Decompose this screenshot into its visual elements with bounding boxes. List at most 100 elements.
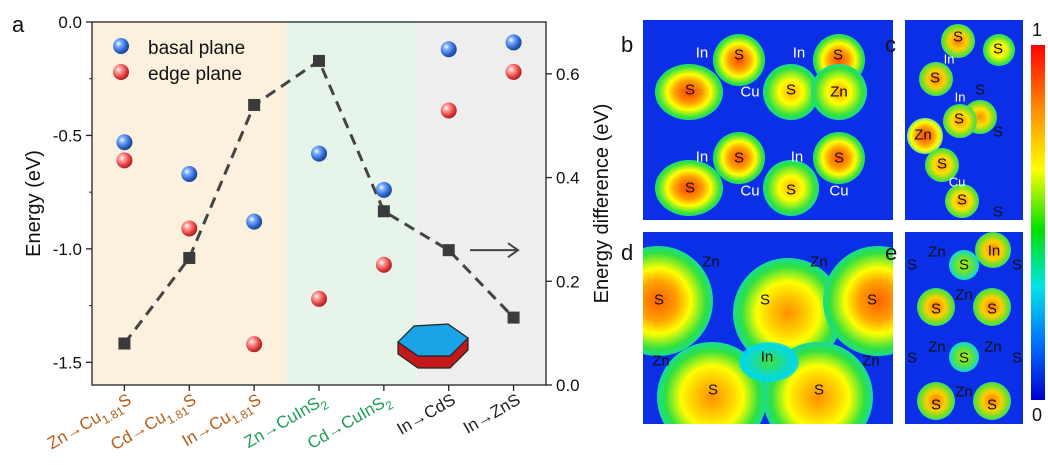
y-right-tick-label: 0.0 (556, 376, 580, 395)
y-right-tick-label: 0.6 (556, 65, 580, 84)
x-tick-label: Cd→CuInS2 (304, 390, 396, 456)
site-label: Zn (984, 338, 1002, 356)
y-left-tick-label: -1.0 (53, 240, 82, 259)
energy-difference-point (507, 311, 520, 324)
legend-marker (113, 38, 129, 54)
site-label: S (653, 291, 665, 309)
y-left-tick-label: 0.0 (58, 13, 82, 32)
orbital (713, 34, 765, 86)
site-label: S (952, 28, 964, 46)
y-left-tick-label: -0.5 (53, 126, 82, 145)
orbital (949, 342, 979, 372)
site-label: S (930, 300, 942, 318)
site-label: Zn (928, 243, 946, 261)
basal-plane-point (116, 134, 133, 151)
x-tick-label: In→CdS (394, 390, 459, 439)
panel-letter: c (885, 32, 896, 57)
site-label: S (707, 381, 719, 399)
right-axis-arrow-head (507, 242, 520, 258)
site-label: S (953, 110, 965, 128)
site-label: S (1011, 256, 1023, 274)
y-left-axis-title: Energy (eV) (23, 150, 45, 257)
orbital (945, 184, 979, 218)
site-label: S (759, 291, 771, 309)
site-label: Zn (830, 83, 848, 101)
legend-label: basal plane (148, 38, 245, 59)
site-label: Cu (829, 182, 849, 200)
site-label: S (986, 396, 998, 414)
orbital (739, 342, 799, 382)
site-label: S (986, 300, 998, 318)
orbital (973, 288, 1011, 326)
site-label: In (987, 242, 1001, 260)
x-tick-label-text: In→CdS (394, 390, 459, 439)
hexagon-plate-top (397, 323, 469, 357)
legend-label: edge plane (148, 64, 242, 85)
basal-plane-point (311, 145, 327, 162)
colorbar-min-label: 0 (1032, 405, 1043, 425)
energy-difference-point (442, 244, 455, 257)
x-tick-label-text: In→ZnS (460, 390, 524, 438)
site-label: In (954, 89, 966, 105)
orbital (713, 132, 765, 184)
legend-marker (113, 64, 129, 80)
site-label: Zn (862, 352, 880, 370)
panel-b: In S In S S Cu S Zn In S In S S Cu S Cu (643, 20, 893, 220)
site-label: S (733, 46, 745, 64)
panel-letter: b (621, 32, 634, 57)
orbital (655, 64, 723, 120)
site-label: S (813, 381, 825, 399)
edge-plane-point (311, 290, 327, 307)
site-label: S (906, 349, 918, 367)
orbital (943, 104, 977, 138)
orbital (763, 160, 819, 216)
edge-plane-point (246, 336, 263, 353)
site-label: S (906, 256, 918, 274)
site-label: S (992, 203, 1004, 221)
energy-difference-point (248, 98, 261, 111)
orbital (949, 250, 979, 280)
site-label: Zn (955, 286, 973, 304)
site-label: S (992, 123, 1004, 141)
orbital (811, 64, 867, 120)
site-label: S (930, 396, 942, 414)
energy-difference-point (313, 54, 325, 67)
site-label: Cu (948, 174, 966, 190)
orbital (813, 132, 865, 184)
y-right-tick-label: 0.4 (556, 169, 580, 188)
site-label: S (833, 149, 845, 167)
energy-difference-point (377, 205, 390, 218)
orbital (975, 232, 1011, 268)
orbital (973, 382, 1011, 420)
site-label: S (958, 256, 970, 274)
panel-d: Zn Zn S S S Zn In Zn S S (643, 232, 893, 424)
edge-plane-point (505, 63, 522, 80)
site-label: S (785, 81, 797, 99)
site-label: In (695, 44, 709, 62)
site-label: In (790, 148, 804, 166)
site-label: S (956, 191, 968, 209)
site-label: S (866, 291, 878, 309)
site-label: S (684, 81, 696, 99)
edge-plane-point (440, 102, 457, 119)
x-tick-label: In→ZnS (460, 390, 524, 438)
orbital (917, 288, 955, 326)
site-label: S (684, 179, 696, 197)
panel-letter: a (12, 12, 25, 37)
site-label: S (832, 46, 844, 64)
site-label: S (785, 181, 797, 199)
orbital (941, 24, 975, 58)
site-label: Zn (928, 338, 946, 356)
site-label: In (695, 148, 709, 166)
site-label: S (1011, 349, 1023, 367)
basal-plane-point (440, 41, 457, 58)
basal-plane-point (505, 34, 522, 51)
y-right-axis-title: Energy difference (eV) (591, 104, 613, 304)
site-label: Zn (914, 126, 932, 144)
energy-difference-point (118, 337, 131, 350)
orbital (655, 160, 723, 216)
y-left-tick-label: -1.5 (53, 353, 82, 372)
zone-cuins (286, 22, 417, 385)
energy-difference-point (183, 251, 196, 264)
